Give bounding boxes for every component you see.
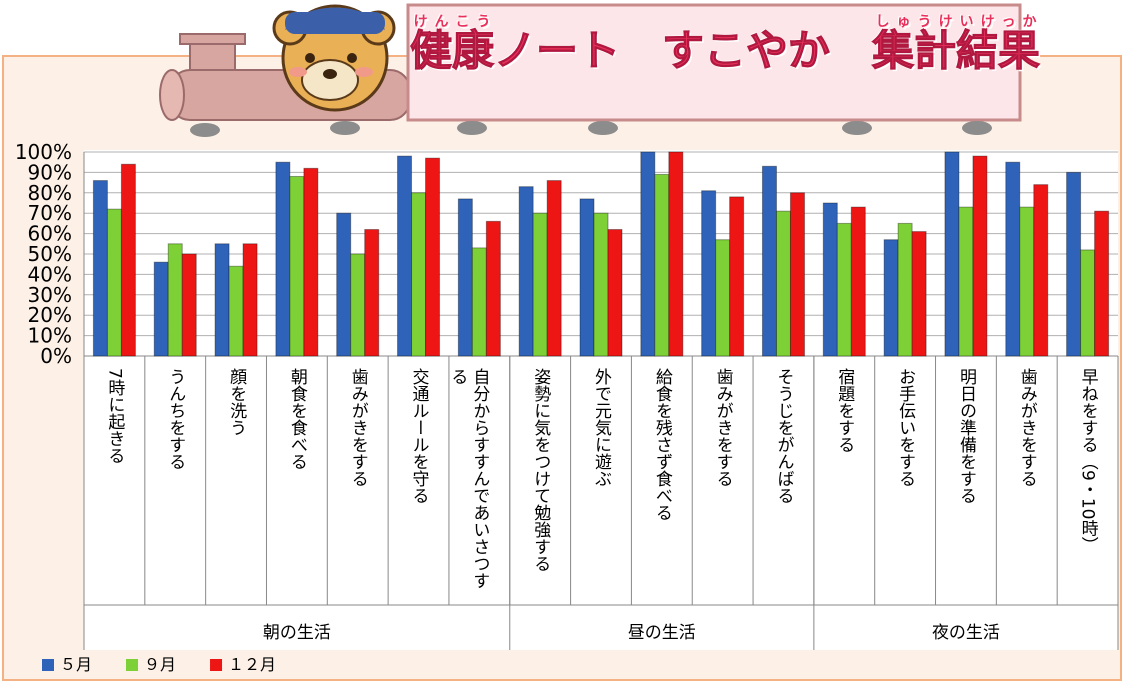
bar [1020, 207, 1034, 356]
bar [519, 187, 533, 356]
x-tick-label: 給食を残さず食べる [651, 368, 673, 600]
bar [290, 176, 304, 356]
bar [412, 193, 426, 356]
bar [93, 181, 107, 356]
x-tick-label: そうじをがんばる [772, 368, 794, 600]
legend-swatch [210, 659, 222, 671]
title-ruby: しゅうけいけっか [872, 14, 1040, 30]
bar [337, 213, 351, 356]
x-tick-label: うんちをする [164, 368, 186, 600]
x-tick-label: 歯みがきをする [1016, 368, 1038, 600]
bar [107, 209, 121, 356]
x-tick-label: 顔を洗う [225, 368, 247, 600]
y-tick-label: 100% [15, 140, 72, 164]
legend-swatch [42, 659, 54, 671]
bar [398, 156, 412, 356]
title-text: 健康 [410, 26, 494, 75]
bar [1095, 211, 1109, 356]
chart-title: 健康けんこうノート すこやか 集計結果しゅうけいけっか [410, 14, 1016, 78]
bar [486, 221, 500, 356]
x-tick-label: 明日の準備をする [955, 368, 977, 600]
bar [1034, 185, 1048, 356]
bar [215, 244, 229, 356]
legend-label: ９月 [144, 655, 176, 674]
bar [912, 232, 926, 356]
bar [762, 166, 776, 356]
bar [837, 223, 851, 356]
bar [1067, 172, 1081, 356]
x-tick-label: 朝食を食べる [286, 368, 308, 600]
bar [730, 197, 744, 356]
bar [776, 211, 790, 356]
x-tick-label: 歯みがきをする [347, 368, 369, 600]
title-ruby: けんこう [410, 14, 494, 30]
bar [580, 199, 594, 356]
bar [669, 152, 683, 356]
bar [898, 223, 912, 356]
bar [351, 254, 365, 356]
legend-label: ５月 [60, 655, 92, 674]
bar [426, 158, 440, 356]
bar [608, 230, 622, 356]
bar [655, 174, 669, 356]
bar [851, 207, 865, 356]
bar [243, 244, 257, 356]
bar [182, 254, 196, 356]
x-tick-label: 交通ルールを守る [408, 368, 430, 600]
chart-page: 0%10%20%30%40%50%60%70%80%90%100%朝の生活昼の生… [0, 0, 1124, 683]
title-text: ノート すこやか [494, 26, 872, 75]
bar [154, 262, 168, 356]
bar [458, 199, 472, 356]
bar [790, 193, 804, 356]
bar [533, 213, 547, 356]
bar [229, 266, 243, 356]
x-tick-label: 宿題をする [833, 368, 855, 600]
y-tick-label: 90% [28, 160, 72, 184]
bar [716, 240, 730, 356]
train [160, 6, 410, 120]
group-label: 朝の生活 [263, 623, 331, 643]
bar [304, 168, 318, 356]
bar [823, 203, 837, 356]
bar [594, 213, 608, 356]
x-tick-label: 姿勢に気をつけて勉強する [529, 368, 551, 600]
legend-swatch [126, 659, 138, 671]
bar [168, 244, 182, 356]
bar [276, 162, 290, 356]
bar [702, 191, 716, 356]
x-tick-label: お手伝いをする [894, 368, 916, 600]
bar [884, 240, 898, 356]
bar [945, 152, 959, 356]
bar [472, 248, 486, 356]
group-label: 昼の生活 [628, 623, 696, 643]
x-tick-label: 早ねをする（9・10時） [1077, 368, 1099, 600]
x-tick-label: 7時に起きる [103, 368, 125, 600]
x-tick-label: 自分からすすんであいさつする [446, 368, 490, 600]
title-text: 集計結果 [872, 26, 1040, 75]
bar [365, 230, 379, 356]
bar [641, 152, 655, 356]
y-tick-label: 40% [28, 262, 72, 286]
bar [1081, 250, 1095, 356]
bar [973, 156, 987, 356]
legend-label: １２月 [228, 655, 276, 674]
x-tick-label: 歯みがきをする [712, 368, 734, 600]
bar [121, 164, 135, 356]
group-label: 夜の生活 [932, 623, 1000, 643]
bar [959, 207, 973, 356]
bar [547, 181, 561, 356]
bar [1006, 162, 1020, 356]
x-tick-label: 外で元気に遊ぶ [590, 368, 612, 600]
